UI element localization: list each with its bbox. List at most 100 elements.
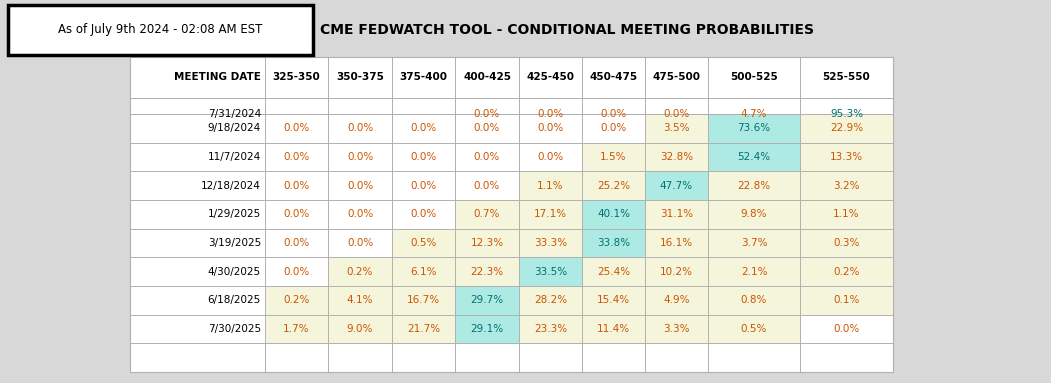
Text: 9.0%: 9.0% [347,324,373,334]
Bar [645,315,708,343]
Text: 2.1%: 2.1% [741,267,767,277]
Text: 95.3%: 95.3% [830,109,863,119]
Text: 25.2%: 25.2% [597,181,630,191]
Bar [455,286,519,315]
Bar [582,200,645,229]
Bar [519,229,582,257]
Text: 33.3%: 33.3% [534,238,568,248]
Bar [708,257,800,286]
Text: 11.4%: 11.4% [597,324,630,334]
Text: 1.7%: 1.7% [284,324,310,334]
Bar [455,315,519,343]
Bar [645,114,708,142]
Bar [800,257,893,286]
Bar [582,229,645,257]
Text: 0.1%: 0.1% [833,295,860,305]
Text: 475-500: 475-500 [653,72,701,82]
Text: 0.3%: 0.3% [833,238,860,248]
Text: 22.8%: 22.8% [738,181,770,191]
Text: 0.0%: 0.0% [474,123,500,133]
Text: CME FEDWATCH TOOL - CONDITIONAL MEETING PROBABILITIES: CME FEDWATCH TOOL - CONDITIONAL MEETING … [320,23,815,37]
Bar [708,142,800,171]
Text: 9.8%: 9.8% [741,210,767,219]
Text: 1.5%: 1.5% [600,152,626,162]
Text: 17.1%: 17.1% [534,210,568,219]
Text: 12.3%: 12.3% [471,238,503,248]
Text: 0.2%: 0.2% [347,267,373,277]
Text: 73.6%: 73.6% [738,123,770,133]
Text: 0.0%: 0.0% [410,123,436,133]
Bar [328,257,392,286]
Text: 47.7%: 47.7% [660,181,693,191]
Bar [519,171,582,200]
Text: 0.0%: 0.0% [600,109,626,119]
Text: 0.8%: 0.8% [741,295,767,305]
Bar [708,114,800,142]
Bar [519,200,582,229]
Text: 0.0%: 0.0% [410,210,436,219]
Text: 0.0%: 0.0% [284,152,310,162]
Text: 0.0%: 0.0% [537,123,563,133]
Bar [455,200,519,229]
Text: 0.0%: 0.0% [474,152,500,162]
Bar [519,257,582,286]
Bar [582,257,645,286]
Text: 6.1%: 6.1% [410,267,437,277]
Bar [582,171,645,200]
Bar [645,200,708,229]
Text: 400-425: 400-425 [463,72,511,82]
Text: 16.1%: 16.1% [660,238,693,248]
Text: 3.2%: 3.2% [833,181,860,191]
Text: 29.7%: 29.7% [471,295,503,305]
Bar [455,257,519,286]
Text: 0.0%: 0.0% [347,181,373,191]
Bar [392,229,455,257]
Text: 325-350: 325-350 [272,72,321,82]
Bar [265,286,328,315]
Text: 0.0%: 0.0% [663,109,689,119]
Bar [708,229,800,257]
Text: 9/18/2024: 9/18/2024 [208,123,261,133]
Text: 11/7/2024: 11/7/2024 [208,152,261,162]
Bar [800,114,893,142]
Text: 13.3%: 13.3% [830,152,863,162]
Bar [455,229,519,257]
Text: 0.0%: 0.0% [600,123,626,133]
Text: 350-375: 350-375 [336,72,384,82]
Text: 25.4%: 25.4% [597,267,630,277]
Text: 32.8%: 32.8% [660,152,693,162]
Text: 31.1%: 31.1% [660,210,693,219]
Text: 4/30/2025: 4/30/2025 [208,267,261,277]
Text: 4.9%: 4.9% [663,295,689,305]
Bar [800,200,893,229]
Text: 0.0%: 0.0% [833,324,860,334]
Bar [708,286,800,315]
Text: As of July 9th 2024 - 02:08 AM EST: As of July 9th 2024 - 02:08 AM EST [58,23,263,36]
Text: 12/18/2024: 12/18/2024 [201,181,261,191]
Text: 0.0%: 0.0% [537,109,563,119]
Text: 4.1%: 4.1% [347,295,373,305]
Bar [645,171,708,200]
Bar [645,142,708,171]
Text: 7/31/2024: 7/31/2024 [208,109,261,119]
Text: 0.5%: 0.5% [741,324,767,334]
Bar [645,229,708,257]
Text: 6/18/2025: 6/18/2025 [208,295,261,305]
Text: 0.0%: 0.0% [284,238,310,248]
Text: 1.1%: 1.1% [833,210,860,219]
Text: 28.2%: 28.2% [534,295,568,305]
Text: 0.2%: 0.2% [284,295,310,305]
Bar [800,142,893,171]
Bar [708,171,800,200]
Bar [392,257,455,286]
Text: 22.3%: 22.3% [471,267,503,277]
Text: 4.7%: 4.7% [741,109,767,119]
Bar [582,142,645,171]
Text: 10.2%: 10.2% [660,267,693,277]
Text: 0.0%: 0.0% [537,152,563,162]
Bar [130,57,893,372]
Text: 0.0%: 0.0% [284,210,310,219]
Bar [582,315,645,343]
Text: MEETING DATE: MEETING DATE [174,72,261,82]
Bar [519,286,582,315]
